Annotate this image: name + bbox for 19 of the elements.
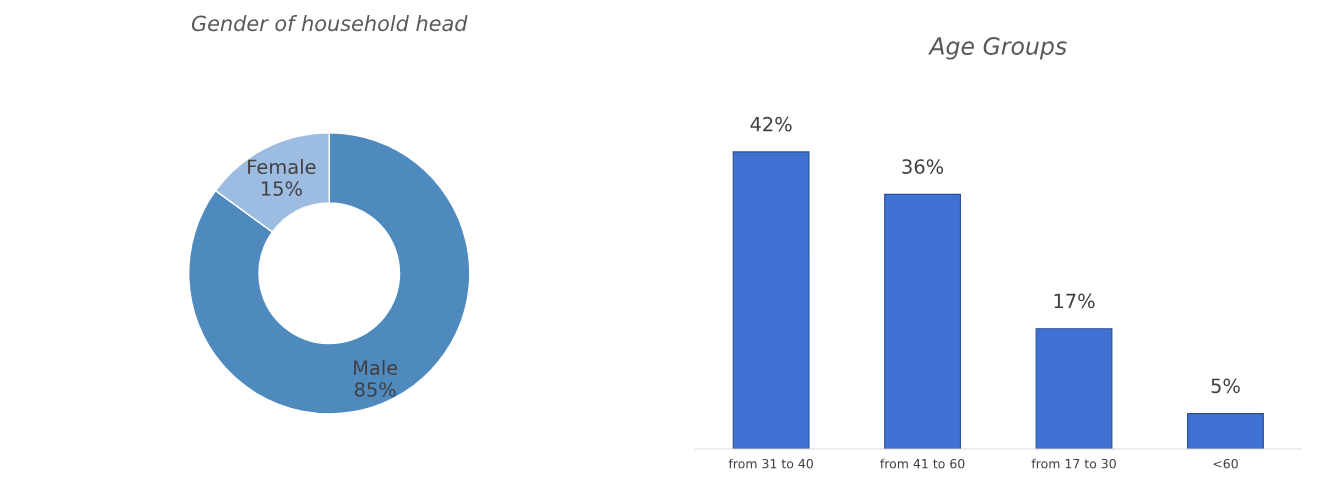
x-tick-label: from 41 to 60 <box>880 458 965 469</box>
slice-label: Female <box>248 159 316 175</box>
donut-slice <box>188 132 471 415</box>
data-label: 42% <box>750 116 792 132</box>
x-tick-label: from 17 to 30 <box>1031 458 1116 469</box>
slice-label: Male <box>354 360 398 376</box>
bar <box>1035 328 1113 449</box>
x-tick-label: from 31 to 40 <box>728 458 813 469</box>
bar <box>732 151 810 449</box>
bar <box>884 193 961 449</box>
data-label: 5% <box>1211 378 1240 394</box>
chart-title: Gender of household head <box>191 15 468 32</box>
data-label: 85% <box>354 382 396 397</box>
bar <box>1187 413 1264 449</box>
x-tick-label: <60 <box>1213 458 1238 469</box>
chart-title: Age Groups <box>928 37 1067 60</box>
data-label: 15% <box>261 181 302 196</box>
data-label: 17% <box>1054 293 1095 309</box>
data-label: 36% <box>902 159 944 174</box>
